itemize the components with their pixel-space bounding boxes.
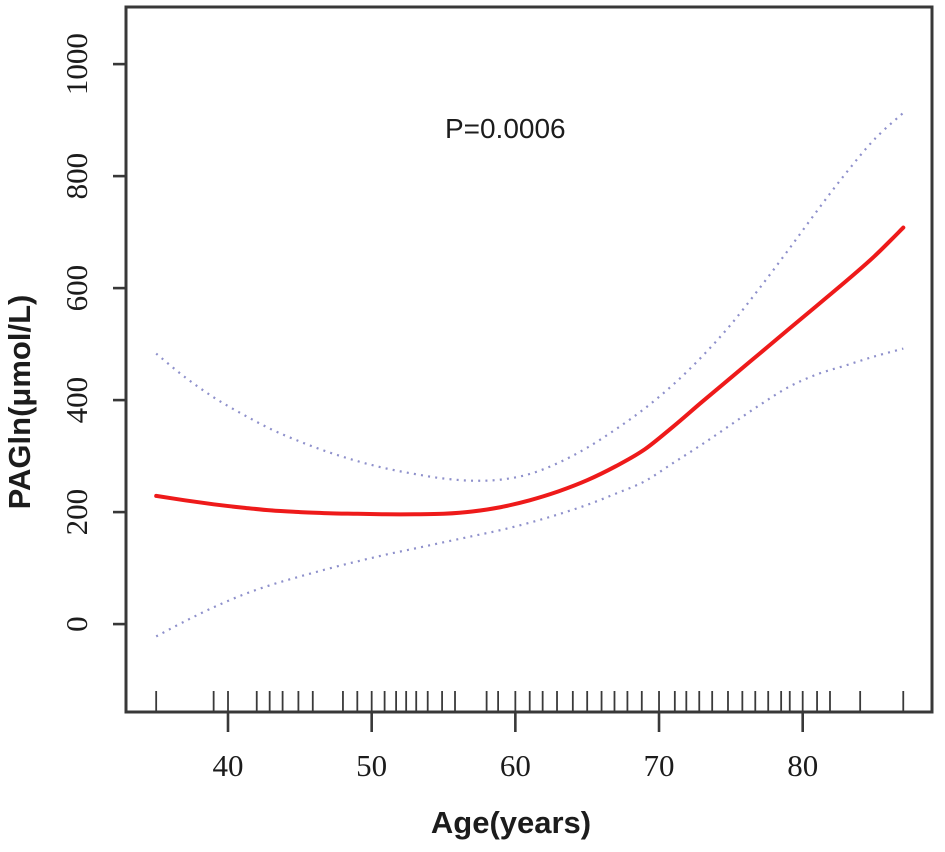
x-tick-label: 80 [787, 748, 818, 783]
x-axis-title: Age(years) [431, 805, 591, 840]
y-tick-label: 800 [59, 153, 94, 200]
x-tick-label: 40 [213, 748, 244, 783]
y-axis-ticks [113, 62, 126, 626]
y-tick-label: 0 [59, 616, 94, 632]
upper-confidence-band [155, 111, 905, 482]
y-axis-tick-labels: 0 200 400 600 800 1000 [59, 33, 94, 632]
p-value-annotation: P=0.0006 [445, 113, 566, 144]
y-tick-label: 600 [59, 265, 94, 312]
lower-confidence-band [155, 347, 904, 638]
y-tick-label: 400 [59, 377, 94, 424]
fitted-curve [154, 225, 906, 517]
x-axis-tick-labels: 40 50 60 70 80 [213, 748, 819, 783]
plot-border [124, 5, 934, 714]
rug-marks [155, 691, 905, 711]
x-tick-label: 50 [356, 748, 387, 783]
x-tick-label: 70 [644, 748, 675, 783]
x-tick-label: 60 [500, 748, 531, 783]
y-tick-label: 200 [59, 489, 94, 536]
y-tick-label: 1000 [59, 33, 94, 95]
x-axis-ticks [226, 712, 804, 732]
y-axis-title: PAGln(μmol/L) [2, 295, 37, 510]
